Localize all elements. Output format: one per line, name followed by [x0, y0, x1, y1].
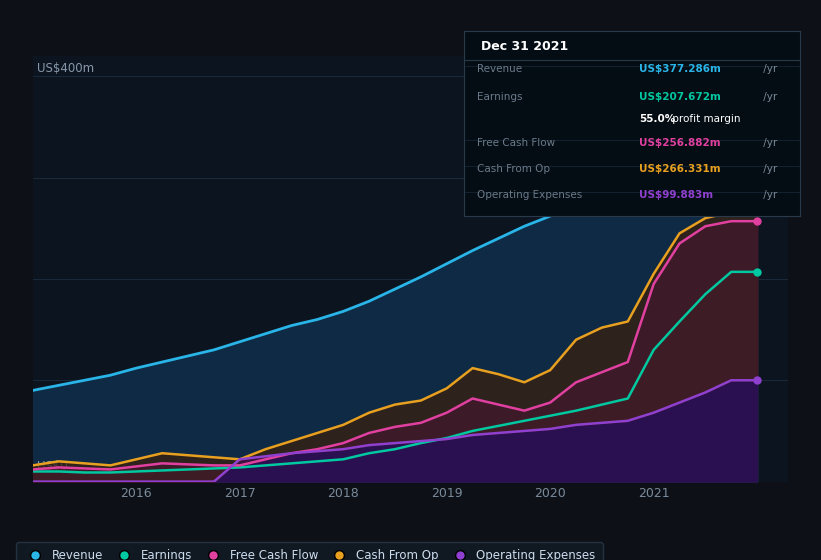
Text: /yr: /yr	[760, 164, 777, 174]
Text: 55.0%: 55.0%	[639, 114, 675, 124]
Text: /yr: /yr	[760, 138, 777, 148]
Text: /yr: /yr	[760, 64, 777, 74]
Text: /yr: /yr	[760, 190, 777, 200]
Text: US$207.672m: US$207.672m	[639, 92, 721, 102]
Text: US$266.331m: US$266.331m	[639, 164, 721, 174]
Text: profit margin: profit margin	[669, 114, 741, 124]
Text: US$400m: US$400m	[37, 62, 94, 76]
Text: US$99.883m: US$99.883m	[639, 190, 713, 200]
Text: Free Cash Flow: Free Cash Flow	[477, 138, 556, 148]
Text: Revenue: Revenue	[477, 64, 522, 74]
Text: US$0: US$0	[37, 460, 67, 473]
Text: Operating Expenses: Operating Expenses	[477, 190, 583, 200]
Text: Cash From Op: Cash From Op	[477, 164, 550, 174]
Text: Earnings: Earnings	[477, 92, 523, 102]
Text: Dec 31 2021: Dec 31 2021	[481, 40, 568, 53]
Legend: Revenue, Earnings, Free Cash Flow, Cash From Op, Operating Expenses: Revenue, Earnings, Free Cash Flow, Cash …	[16, 542, 603, 560]
Text: US$377.286m: US$377.286m	[639, 64, 721, 74]
Text: /yr: /yr	[760, 92, 777, 102]
Text: US$256.882m: US$256.882m	[639, 138, 721, 148]
